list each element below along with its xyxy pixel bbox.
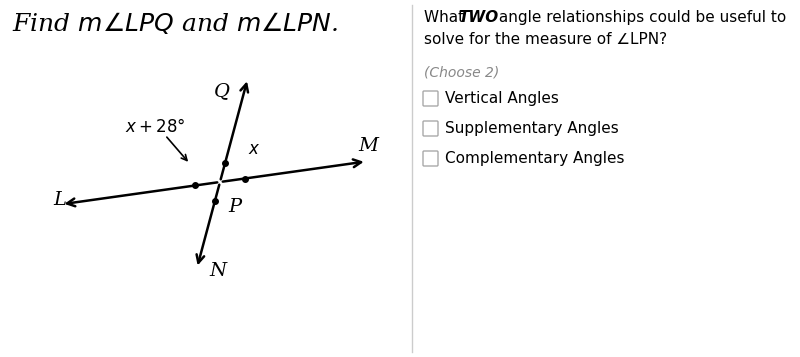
Text: M: M (358, 137, 378, 155)
Text: Supplementary Angles: Supplementary Angles (445, 121, 618, 136)
FancyBboxPatch shape (423, 91, 438, 106)
Text: L: L (54, 191, 66, 209)
Text: solve for the measure of ∠LPN?: solve for the measure of ∠LPN? (424, 32, 667, 47)
Text: (Choose 2): (Choose 2) (424, 65, 499, 79)
Text: P: P (228, 198, 241, 216)
Text: $x + 28°$: $x + 28°$ (125, 118, 186, 136)
Text: Find $m\angle LPQ$ and $m\angle LPN$.: Find $m\angle LPQ$ and $m\angle LPN$. (12, 10, 338, 36)
Text: N: N (209, 262, 226, 280)
FancyBboxPatch shape (423, 151, 438, 166)
FancyBboxPatch shape (423, 121, 438, 136)
Text: $x$: $x$ (248, 141, 261, 159)
Text: Q: Q (214, 82, 230, 101)
Text: Complementary Angles: Complementary Angles (445, 151, 625, 166)
Text: TWO: TWO (458, 10, 498, 25)
Text: Vertical Angles: Vertical Angles (445, 91, 559, 106)
Text: angle relationships could be useful to: angle relationships could be useful to (494, 10, 786, 25)
Text: What: What (424, 10, 469, 25)
